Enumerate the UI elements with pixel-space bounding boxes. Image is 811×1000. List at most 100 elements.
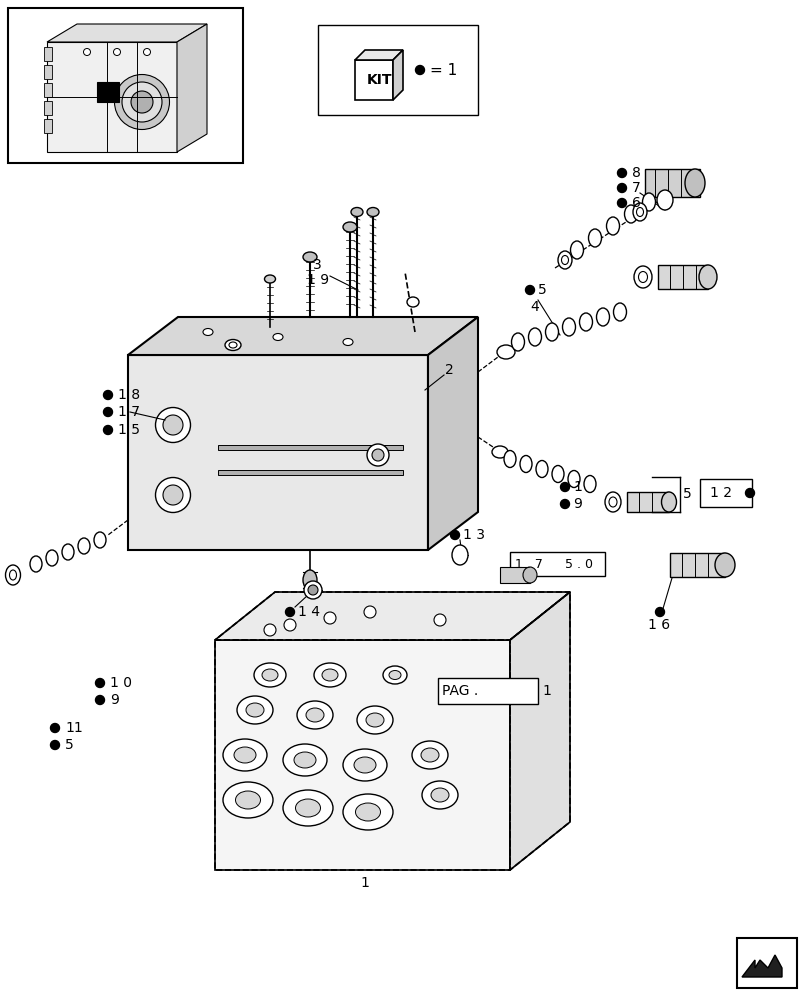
Text: 1 4: 1 4 [298, 605, 320, 619]
Bar [657, 265, 707, 289]
Ellipse shape [366, 713, 384, 727]
Ellipse shape [254, 663, 285, 687]
Ellipse shape [246, 703, 264, 717]
Ellipse shape [114, 75, 169, 130]
Ellipse shape [262, 669, 277, 681]
Ellipse shape [272, 334, 283, 340]
Circle shape [363, 606, 375, 618]
Circle shape [324, 612, 336, 624]
Circle shape [450, 530, 459, 540]
Text: 1 8: 1 8 [118, 388, 140, 402]
Ellipse shape [303, 581, 322, 599]
Polygon shape [427, 317, 478, 550]
Text: 1 9: 1 9 [307, 273, 328, 287]
Ellipse shape [557, 251, 571, 269]
Bar [44, 47, 52, 61]
Text: 1 7: 1 7 [118, 405, 139, 419]
Text: 1 . 7: 1 . 7 [514, 558, 543, 570]
Polygon shape [393, 50, 402, 100]
Ellipse shape [283, 744, 327, 776]
Bar [669, 553, 724, 577]
Ellipse shape [388, 670, 401, 680]
Ellipse shape [535, 460, 547, 478]
Text: 11: 11 [65, 721, 83, 735]
Ellipse shape [371, 449, 384, 461]
Ellipse shape [229, 342, 237, 348]
Circle shape [284, 619, 296, 631]
Ellipse shape [579, 313, 592, 331]
Ellipse shape [583, 476, 595, 492]
Circle shape [96, 678, 105, 688]
Text: 1: 1 [573, 480, 581, 494]
Ellipse shape [144, 49, 150, 56]
Text: = 1: = 1 [430, 63, 457, 78]
Ellipse shape [545, 323, 558, 341]
Text: 3: 3 [312, 258, 321, 272]
Ellipse shape [297, 701, 333, 729]
Text: 1: 1 [359, 876, 368, 890]
Ellipse shape [350, 208, 363, 217]
Ellipse shape [367, 444, 388, 466]
Bar [217, 445, 402, 450]
Bar [500, 567, 530, 583]
Ellipse shape [84, 49, 90, 56]
Bar [699, 479, 751, 507]
Polygon shape [177, 24, 207, 152]
Bar [97, 82, 119, 102]
Circle shape [525, 286, 534, 294]
Ellipse shape [46, 550, 58, 566]
Polygon shape [47, 42, 177, 152]
Text: 5: 5 [682, 487, 691, 501]
Bar [509, 552, 604, 576]
Ellipse shape [6, 565, 20, 585]
Bar [626, 492, 668, 512]
Ellipse shape [223, 739, 267, 771]
Text: 4: 4 [530, 300, 538, 314]
Bar [318, 25, 478, 115]
Ellipse shape [314, 663, 345, 687]
Ellipse shape [322, 669, 337, 681]
Circle shape [264, 624, 276, 636]
Bar [44, 65, 52, 79]
Ellipse shape [519, 456, 531, 473]
Text: 9: 9 [573, 497, 581, 511]
Ellipse shape [342, 794, 393, 830]
Ellipse shape [78, 538, 90, 554]
Text: 1: 1 [541, 684, 550, 698]
Ellipse shape [431, 788, 448, 802]
Polygon shape [128, 317, 478, 355]
Ellipse shape [163, 485, 182, 505]
Ellipse shape [422, 781, 457, 809]
Ellipse shape [633, 203, 646, 221]
Ellipse shape [264, 275, 275, 283]
Ellipse shape [656, 190, 672, 210]
Text: 6: 6 [631, 196, 640, 210]
Ellipse shape [367, 208, 379, 217]
Ellipse shape [294, 752, 315, 768]
Circle shape [654, 607, 663, 616]
Text: 1 6: 1 6 [647, 618, 669, 632]
Text: 5: 5 [65, 738, 74, 752]
Text: 5: 5 [538, 283, 546, 297]
Ellipse shape [354, 757, 375, 773]
Text: 8: 8 [631, 166, 640, 180]
Ellipse shape [283, 790, 333, 826]
Ellipse shape [223, 782, 272, 818]
Ellipse shape [606, 217, 619, 235]
Ellipse shape [624, 205, 637, 223]
Ellipse shape [30, 556, 42, 572]
Ellipse shape [295, 799, 320, 817]
Bar [8, 8, 242, 163]
Ellipse shape [411, 741, 448, 769]
Circle shape [103, 408, 113, 416]
Polygon shape [215, 640, 509, 870]
Ellipse shape [698, 265, 716, 289]
Ellipse shape [596, 308, 609, 326]
Polygon shape [354, 60, 393, 100]
Ellipse shape [342, 749, 387, 781]
Bar [44, 101, 52, 115]
Bar [217, 470, 402, 475]
Text: KIT: KIT [367, 73, 392, 87]
Text: 9: 9 [109, 693, 118, 707]
Ellipse shape [307, 585, 318, 595]
